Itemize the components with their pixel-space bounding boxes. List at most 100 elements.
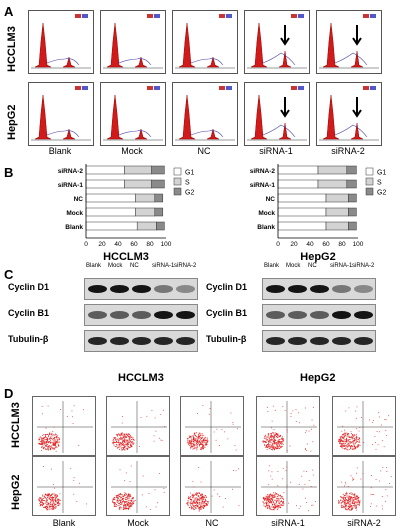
blot-strip (84, 330, 198, 352)
flow-plot-0-0 (32, 396, 96, 456)
cell-cycle-bar-charts: siRNA-2 siRNA-1 NC Mock Blank 0 20 40 60 80 100 HCC… (58, 164, 386, 263)
lane-label: Blank (86, 263, 102, 269)
bar-segment-s (317, 179, 348, 189)
chart-title: HCCLM3 (103, 251, 149, 263)
histogram-1-2 (172, 82, 238, 146)
blot-band (176, 285, 195, 293)
blot-band (154, 337, 173, 345)
histogram-1-0 (28, 82, 94, 146)
row-label-hcclm3-a: HCCLM3 (6, 26, 18, 72)
lane-label: siRNA-1 (152, 263, 175, 269)
category-label: NC (266, 196, 276, 203)
blot-band (354, 311, 373, 319)
category-label: Blank (65, 224, 83, 231)
flow-plot-1-4 (332, 456, 396, 516)
blot-band (266, 337, 285, 345)
blot-band (132, 311, 151, 319)
lane-label: siRNA-1 (330, 263, 353, 269)
bar-segment-g1 (277, 165, 319, 175)
blot-strip (262, 330, 376, 352)
bar-segment-g2 (156, 221, 165, 231)
x-tick-label: 60 (322, 241, 330, 248)
flow-plot-0-3 (256, 396, 320, 456)
flow-plot-0-4 (332, 396, 396, 456)
legend-swatch-g1 (173, 167, 182, 176)
blot-band (332, 285, 351, 293)
x-tick-label: 40 (114, 241, 122, 248)
legend-swatch-g2 (365, 187, 374, 196)
blot-band (288, 337, 307, 345)
flow-plot-0-2 (180, 396, 244, 456)
blot-band (88, 311, 107, 319)
bar-segment-s (325, 193, 349, 203)
flow-plot-0-1 (106, 396, 170, 456)
legend-swatch-g1 (365, 167, 374, 176)
x-tick-label: 0 (84, 241, 88, 248)
bar-segment-s (135, 207, 156, 217)
x-tick-label: 0 (276, 241, 280, 248)
bar-segment-s (136, 221, 157, 231)
stacked-bar-chart-1: siRNA-2 siRNA-1 NC Mock Blank 0 20 40 60 80 100 Hep… (250, 164, 386, 263)
x-tick-label: 20 (290, 241, 298, 248)
row-label-hcclm3-d: HCCLM3 (10, 402, 22, 448)
chart-title: HepG2 (300, 251, 335, 263)
bar-segment-g2 (154, 207, 164, 217)
protein-label: Tubulin-β (206, 334, 247, 344)
lane-label: Mock (286, 263, 301, 269)
bar-segment-g1 (277, 207, 327, 217)
x-tick-label: 100 (353, 241, 364, 248)
g2-arrow-icon (280, 97, 290, 118)
category-label: siRNA-2 (250, 168, 276, 175)
flow-plot-1-3 (256, 456, 320, 516)
bar-segment-g2 (346, 179, 357, 189)
blot-band (310, 311, 329, 319)
x-tick-label: 40 (306, 241, 314, 248)
bar-segment-g2 (151, 179, 165, 189)
blot-band (266, 285, 285, 293)
histogram-0-1 (100, 10, 166, 74)
lane-label: Mock (108, 263, 123, 269)
histogram-1-4 (316, 82, 382, 146)
row-label-hepg2-a: HepG2 (6, 104, 18, 140)
category-label: siRNA-1 (58, 182, 84, 189)
blot-band (110, 285, 129, 293)
protein-label: Cyclin B1 (8, 308, 50, 318)
bar-segment-g2 (151, 165, 165, 175)
blot-strip (262, 278, 376, 300)
bar-segment-s (317, 165, 348, 175)
blot-band (154, 285, 173, 293)
lane-label: Blank (264, 263, 280, 269)
col-label-mock-d: Mock (127, 518, 149, 528)
blot-band (176, 311, 195, 319)
flow-plot-1-1 (106, 456, 170, 516)
col-label-sirna2-a: siRNA-2 (331, 146, 365, 156)
lane-label: NC (308, 263, 317, 269)
blot-band (354, 285, 373, 293)
lane-label: siRNA-2 (174, 263, 197, 269)
blot-strip (262, 304, 376, 326)
panel-letter-b: B (4, 165, 14, 180)
blot-title-hcclm3: HCCLM3 (118, 372, 164, 384)
bar-segment-s (124, 165, 152, 175)
bar-segment-g1 (85, 221, 138, 231)
col-label-nc-d: NC (205, 518, 219, 528)
col-label-nc-a: NC (197, 146, 211, 156)
g2-arrow-icon (352, 97, 362, 118)
blot-title-hepg2: HepG2 (300, 372, 336, 384)
category-label: Mock (66, 210, 83, 217)
blot-band (154, 311, 173, 319)
bar-segment-g2 (348, 207, 357, 217)
panel-letter-d: D (4, 386, 14, 401)
col-label-mock-a: Mock (121, 146, 143, 156)
legend-label-g2: G2 (377, 190, 386, 197)
col-label-blank-a: Blank (48, 146, 72, 156)
bar-segment-s (325, 207, 349, 217)
histogram-1-1 (100, 82, 166, 146)
blot-band (88, 285, 107, 293)
blot-band (354, 337, 373, 345)
bar-segment-g1 (85, 179, 125, 189)
x-tick-label: 20 (98, 241, 106, 248)
col-label-blank-d: Blank (52, 518, 76, 528)
category-label: Mock (258, 210, 275, 217)
blot-band (288, 311, 307, 319)
